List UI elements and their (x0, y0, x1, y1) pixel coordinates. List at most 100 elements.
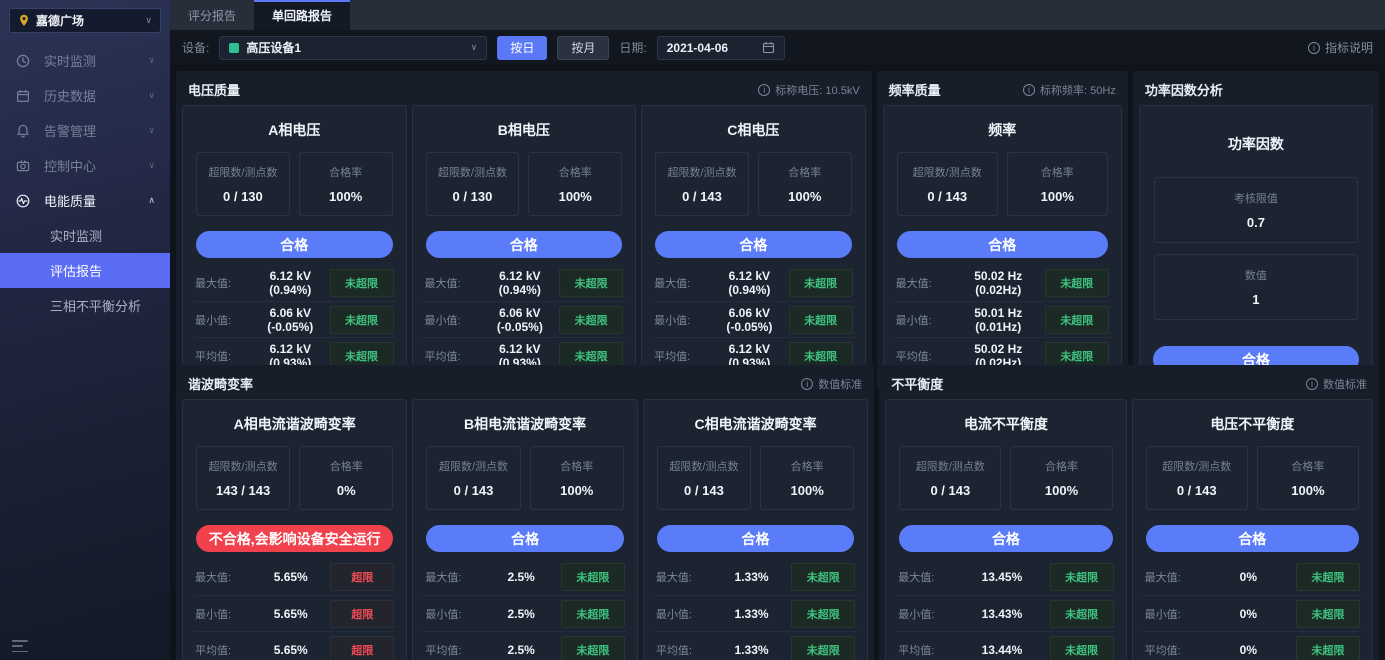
card-stats: 超限数/测点数 0 / 130 合格率 100% (423, 152, 626, 216)
value-row: 最大值: 0% 未超限 (1143, 559, 1362, 595)
limit-ratio-stat: 超限数/测点数 0 / 143 (426, 446, 521, 510)
value-row-label: 最小值: (898, 608, 935, 621)
chevron-down-icon: ∨ (470, 42, 478, 53)
value-row-label: 最大值: (424, 278, 461, 290)
metric-card: A相电压 超限数/测点数 0 / 130 合格率 100% 合格 最大值: 6.12 kV (… (182, 105, 407, 383)
limit-ratio-stat: 超限数/测点数 0 / 130 (196, 152, 290, 216)
value-row-value: 0% (1239, 606, 1257, 621)
sidebar-item-label: 控制中心 (44, 159, 97, 174)
calendar-icon (762, 42, 774, 54)
card-grid: 频率 超限数/测点数 0 / 143 合格率 100% 合格 最大值: 50.02 Hz (0… (877, 105, 1128, 389)
value-row-value: 6.12 kV (0.94%) (269, 269, 312, 297)
value-row-value: 1.33% (734, 606, 769, 621)
metric-card: 频率 超限数/测点数 0 / 143 合格率 100% 合格 最大值: 50.02 Hz (0… (882, 105, 1122, 383)
sidebar-item[interactable]: 电能质量 ∧ (0, 183, 170, 218)
panel-title: 功率因数分析 (1144, 83, 1223, 98)
sidebar-item-label: 告警管理 (44, 124, 97, 139)
panel-note-text: 标称频率: 50Hz (1040, 84, 1116, 97)
toolbar: 设备: 高压设备1 ∨ 按日 按月 日期: 2021-04-06 i 指 (170, 30, 1385, 65)
sidebar-subitem[interactable]: 三相不平衡分析 (0, 288, 170, 323)
pass-rate-label: 合格率 (1040, 167, 1074, 179)
device-selector[interactable]: 高压设备1 ∨ (219, 35, 488, 60)
status-pill-label: 不合格,会影响设备安全运行 (208, 530, 381, 547)
not-exceeded-badge: 未超限 (1049, 599, 1114, 628)
value-row-label: 最大值: (1144, 572, 1181, 584)
panel-row-1: 电压质量 i 标称电压: 10.5kV A相电压 超限数/测点数 0 / 130 合格率 10… (176, 71, 1379, 389)
value-row-label: 最大值: (898, 572, 935, 584)
card-grid: A相电流谐波畸变率 超限数/测点数 143 / 143 合格率 0% 不合格,会影响设备安… (176, 399, 874, 660)
site-selector[interactable]: 嘉德广场 ∨ (9, 8, 161, 33)
date-picker[interactable]: 2021-04-06 (656, 35, 785, 60)
value-row-value: 13.43% (981, 606, 1023, 621)
indicator-help-link[interactable]: i 指标说明 (1307, 39, 1373, 56)
sidebar-subitem[interactable]: 实时监测 (0, 218, 170, 253)
card-title: C相电压 (727, 122, 780, 138)
sidebar-item-label: 实时监测 (44, 54, 97, 69)
panel-note-text: 数值标准 (818, 378, 863, 391)
card-grid: A相电压 超限数/测点数 0 / 130 合格率 100% 合格 最大值: 6.12 kV (… (176, 105, 872, 389)
sidebar-item[interactable]: 告警管理 ∨ (0, 113, 170, 148)
status-pill: 合格 (899, 525, 1113, 552)
panel-note: i 标称频率: 50Hz (1023, 82, 1116, 98)
metric-card: A相电流谐波畸变率 超限数/测点数 143 / 143 合格率 0% 不合格,会影响设备安… (182, 399, 408, 660)
limit-ratio-label: 超限数/测点数 (1162, 461, 1232, 473)
factor-box: 数值 1 (1153, 254, 1358, 320)
value-row: 最大值: 6.12 kV (0.94%) 未超限 (423, 265, 626, 301)
card-stats: 超限数/测点数 143 / 143 合格率 0% (193, 446, 396, 510)
status-pill-label: 合格 (988, 236, 1017, 253)
sidebar-subitem-label: 评估报告 (50, 264, 103, 279)
pass-rate-value: 100% (1044, 483, 1079, 498)
status-pill: 合格 (425, 231, 623, 258)
limit-ratio-label: 超限数/测点数 (437, 167, 507, 179)
pass-rate-label: 合格率 (788, 167, 822, 179)
card-title: 功率因数 (1227, 136, 1284, 152)
value-row-label: 最小值: (195, 314, 232, 327)
not-exceeded-badge: 未超限 (559, 341, 624, 370)
chevron-down-icon: ∨ (148, 90, 155, 100)
status-pill: 合格 (656, 525, 855, 552)
value-row: 最大值: 50.02 Hz (0.02Hz) 未超限 (894, 265, 1111, 301)
limit-ratio-stat: 超限数/测点数 143 / 143 (196, 446, 291, 510)
not-exceeded-badge: 未超限 (788, 305, 853, 334)
status-pill-label: 合格 (280, 236, 309, 253)
menu-fold-icon[interactable] (12, 640, 28, 652)
value-row: 平均值: 0% 未超限 (1142, 631, 1362, 660)
tab-single-circuit-report[interactable]: 单回路报告 (254, 0, 351, 31)
value-row-label: 最大值: (195, 278, 232, 290)
metric-card: 电压不平衡度 超限数/测点数 0 / 143 合格率 100% 合格 最大值: 0% 未超限 最小… (1131, 399, 1373, 660)
pass-rate-value: 100% (1040, 189, 1074, 204)
limit-ratio-label: 超限数/测点数 (667, 167, 737, 179)
factor-box-value: 1 (1252, 292, 1260, 307)
tab-score-report[interactable]: 评分报告 (170, 0, 254, 30)
by-day-button[interactable]: 按日 (497, 35, 548, 60)
card-stats: 超限数/测点数 0 / 130 合格率 100% (193, 152, 396, 216)
value-row-value: 13.44% (981, 642, 1023, 657)
value-rows: 最大值: 1.33% 未超限 最小值: 1.33% 未超限 平均值: 1.33% 未超限 (653, 559, 858, 660)
panel-header: 不平衡度 i 数值标准 (879, 365, 1379, 399)
card-title: B相电流谐波畸变率 (464, 416, 587, 432)
value-row-label: 平均值: (898, 644, 935, 657)
value-row-label: 最大值: (895, 278, 932, 290)
pass-rate-value: 100% (558, 189, 592, 204)
metric-card: C相电压 超限数/测点数 0 / 143 合格率 100% 合格 最大值: 6.12 kV (… (641, 105, 866, 383)
value-row-value: 0% (1239, 642, 1257, 657)
control-icon (15, 159, 31, 173)
value-row: 平均值: 13.44% 未超限 (896, 631, 1116, 660)
sidebar-item[interactable]: 实时监测 ∨ (0, 43, 170, 78)
sidebar: 嘉德广场 ∨ 实时监测 ∨ 历史数据 ∨ 告警管理 ∨ 控制中心 ∨ 电能质量 ∧ 实时监测 评估报告… (0, 0, 170, 660)
sidebar-subitem[interactable]: 评估报告 (0, 253, 170, 288)
by-month-button[interactable]: 按月 (557, 35, 610, 60)
metric-card: B相电流谐波畸变率 超限数/测点数 0 / 143 合格率 100% 合格 最大值: 2.5%… (412, 399, 638, 660)
value-row-value: 6.06 kV (-0.05%) (267, 305, 314, 334)
info-icon: i (1307, 41, 1320, 54)
sidebar-item[interactable]: 历史数据 ∨ (0, 78, 170, 113)
value-row-label: 最小值: (1144, 608, 1181, 621)
value-row-label: 平均值: (895, 350, 932, 363)
calendar-icon (15, 89, 31, 103)
sidebar-menu: 实时监测 ∨ 历史数据 ∨ 告警管理 ∨ 控制中心 ∨ 电能质量 ∧ 实时监测 评估报告 三相不平衡分析 (0, 43, 170, 323)
pass-rate-value: 100% (790, 483, 824, 498)
panel-header: 电压质量 i 标称电压: 10.5kV (176, 71, 872, 105)
sidebar-item[interactable]: 控制中心 ∨ (0, 148, 170, 183)
limit-ratio-stat: 超限数/测点数 0 / 143 (655, 152, 749, 216)
pass-rate-label: 合格率 (558, 167, 592, 179)
